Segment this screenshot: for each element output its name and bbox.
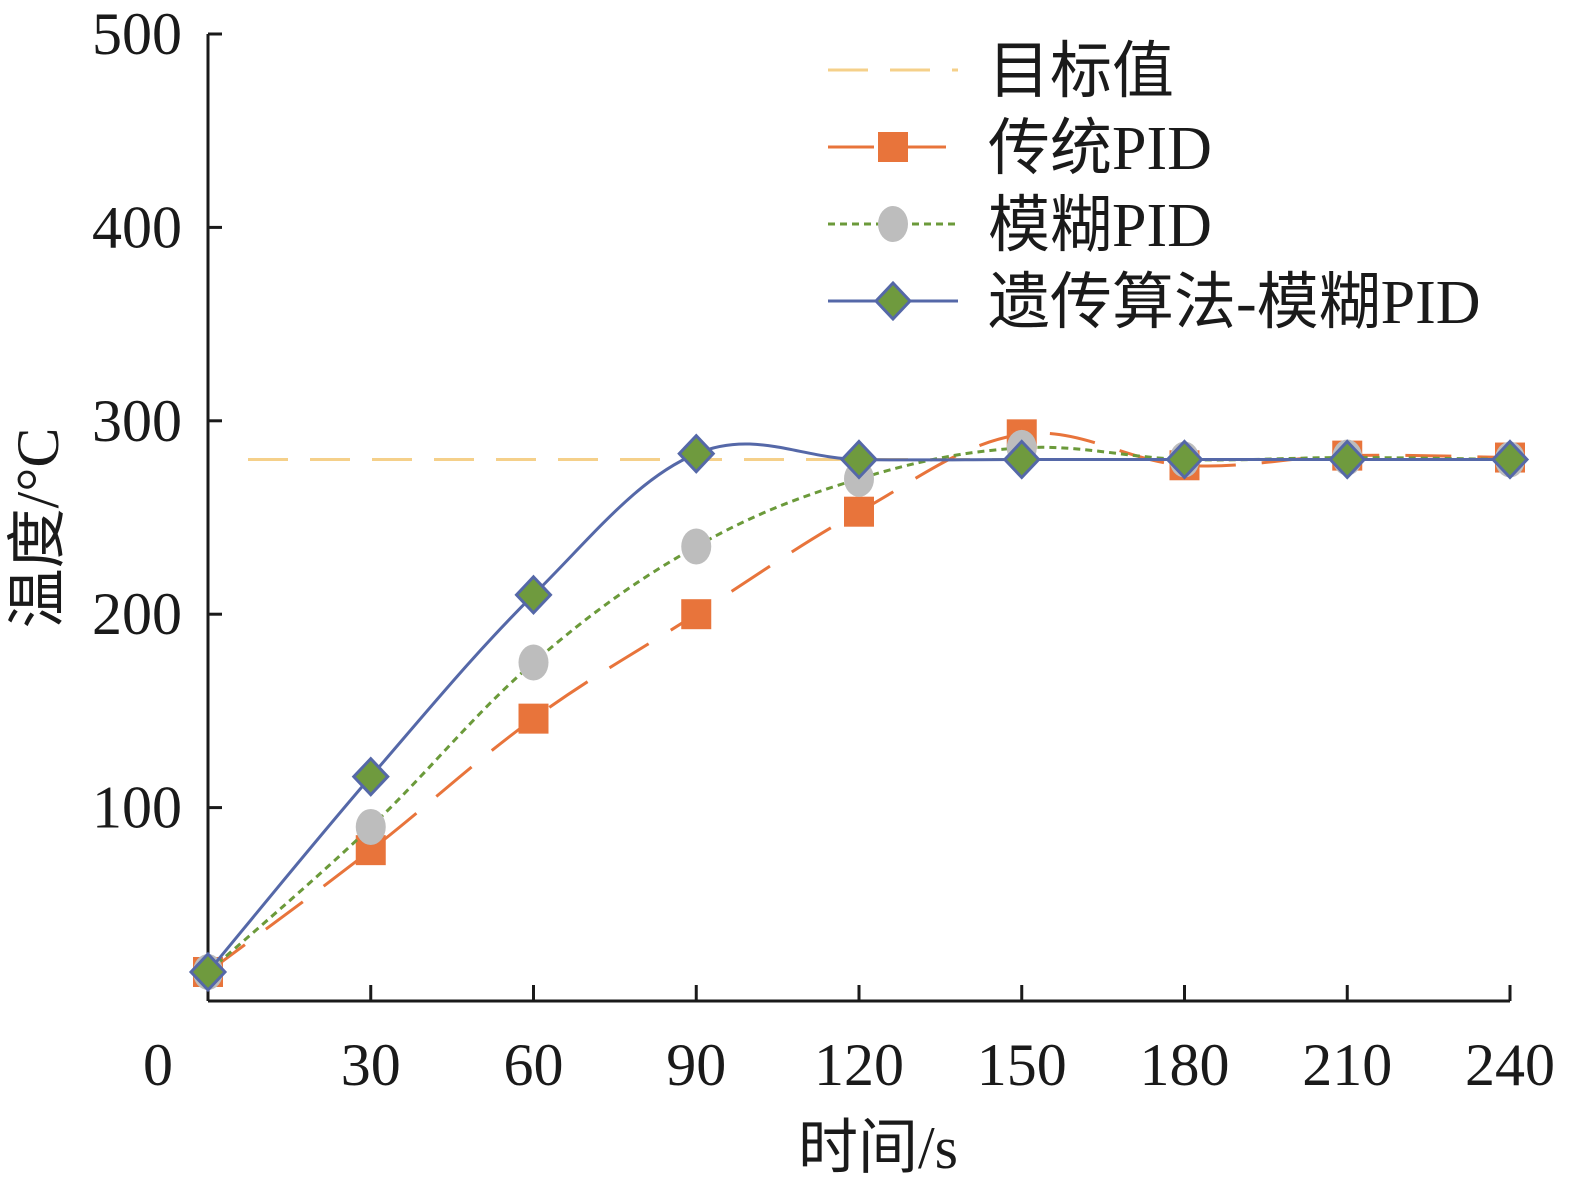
y-tick-label: 500 [92,1,182,67]
legend-marker [878,132,908,162]
series-line-3 [206,442,1510,973]
data-point [681,528,712,565]
series-3 [188,433,1530,993]
data-point [1328,439,1367,480]
data-point [1002,439,1041,480]
data-point [188,951,228,993]
x-tick-label: 180 [1140,1032,1230,1098]
x-tick-label: 150 [977,1032,1067,1098]
data-point [351,756,390,797]
y-tick-label: 100 [92,775,182,841]
data-point [839,439,879,480]
x-tick-label: 120 [814,1032,904,1098]
x-tick-label: 30 [341,1032,401,1098]
legend-item: 遗传算法-模糊PID [828,269,1481,337]
legend-item: 传统PID [828,115,1212,183]
legend-label: 遗传算法-模糊PID [988,269,1481,337]
legend-label: 传统PID [988,115,1212,183]
legend-marker [873,280,913,322]
series-layer [188,419,1530,993]
data-point [1165,439,1204,480]
data-point [677,433,716,474]
x-tick-label: 240 [1465,1032,1555,1098]
legend-item: 模糊PID [828,192,1212,260]
y-tick-label: 400 [92,194,182,260]
x-tick-label: 60 [504,1032,564,1098]
series-1 [193,419,1525,987]
data-point [844,496,874,527]
data-point [514,574,553,616]
data-point [518,644,549,681]
axes: 100 200 300 400 500 0 30 60 90 120 150 180 210 240 [92,1,1555,1098]
y-tick-label: 200 [92,581,182,647]
data-point [355,808,386,845]
legend-marker [878,206,908,242]
y-axis-title: 温度/°C [5,428,71,629]
data-point [518,703,549,734]
y-tick-label: 300 [92,388,182,454]
legend-label: 模糊PID [988,192,1212,260]
data-point [1490,439,1530,480]
legend-label: 目标值 [988,38,1174,106]
x-tick-label: 210 [1302,1032,1392,1098]
x-axis-title: 时间/s [798,1115,958,1181]
legend-item: 目标值 [828,38,1174,106]
x-tick-label: 0 [143,1032,173,1098]
data-point [681,599,712,630]
x-tick-label: 90 [666,1032,726,1098]
